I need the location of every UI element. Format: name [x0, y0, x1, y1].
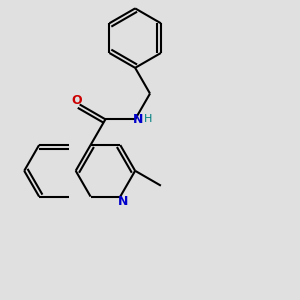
Text: H: H	[143, 114, 152, 124]
Text: N: N	[133, 113, 143, 126]
Text: N: N	[118, 194, 128, 208]
Text: O: O	[71, 94, 82, 106]
